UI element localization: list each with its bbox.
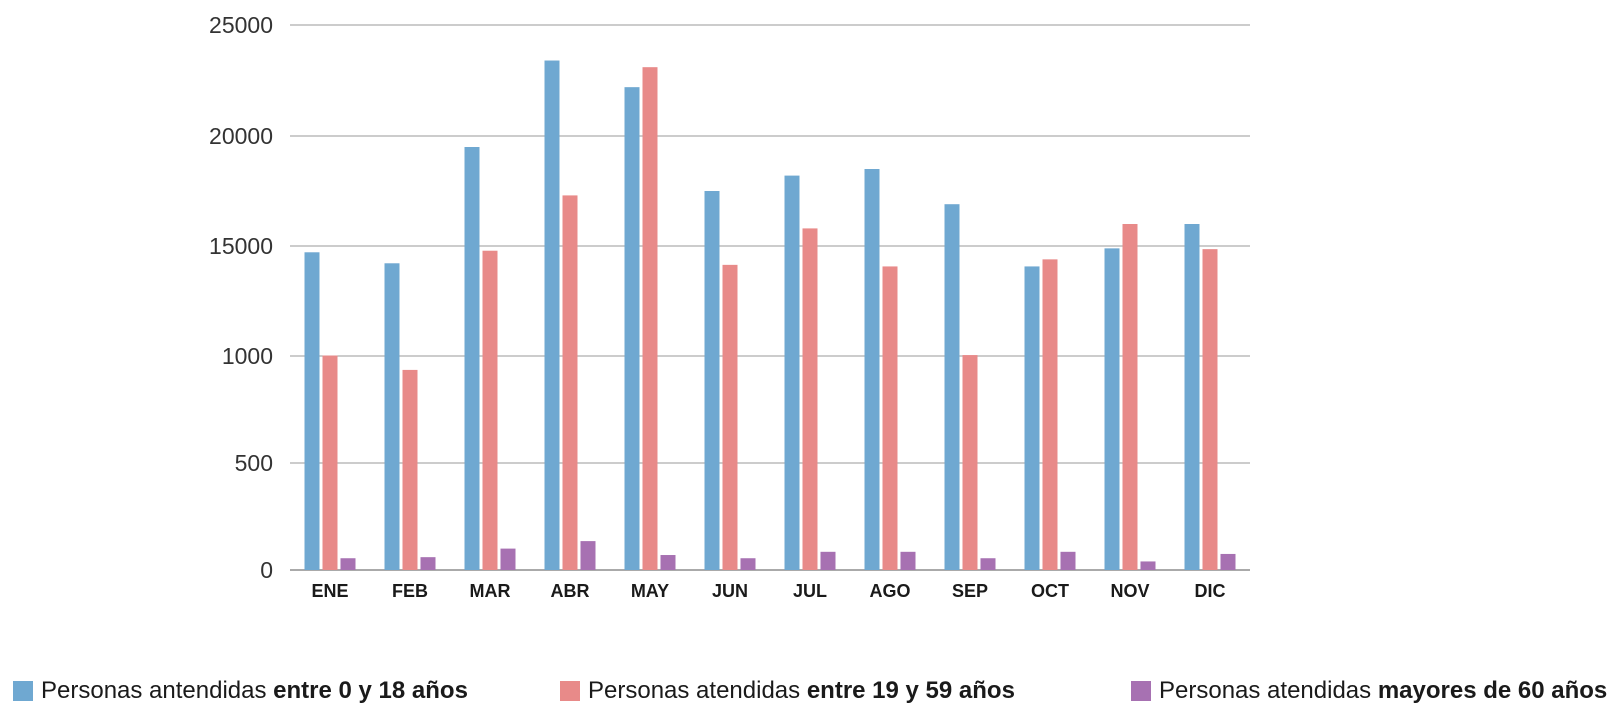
y-tick-label: 1000 xyxy=(222,343,273,369)
bar-may-series-3 xyxy=(660,555,676,570)
legend-item-0: Personas antendidas entre 0 y 18 años xyxy=(13,676,468,706)
bar-may-series-1 xyxy=(624,87,640,570)
bar-jul-series-2 xyxy=(802,228,818,570)
x-tick-label: SEP xyxy=(952,581,988,601)
bar-feb-series-2 xyxy=(402,369,418,570)
bar-may-series-2 xyxy=(642,67,658,571)
y-tick-label: 500 xyxy=(235,450,273,476)
bar-mar-series-2 xyxy=(482,250,498,570)
bar-ago-series-1 xyxy=(864,169,880,570)
bar-ago-series-2 xyxy=(882,266,898,570)
bar-sep-series-3 xyxy=(980,558,996,570)
bar-abr-series-1 xyxy=(544,60,560,571)
legend-item-1: Personas atendidas entre 19 y 59 años xyxy=(560,676,1015,706)
bar-ene-series-3 xyxy=(340,558,356,570)
bar-sep-series-2 xyxy=(962,355,978,570)
x-tick-label: JUL xyxy=(793,581,827,601)
y-axis-ticks: 0 500 1000 15000 20000 25000 xyxy=(209,12,273,583)
x-tick-label: ENE xyxy=(311,581,348,601)
bar-dic-series-1 xyxy=(1184,224,1200,570)
y-tick-label: 20000 xyxy=(209,123,273,149)
y-tick-label: 0 xyxy=(260,557,273,583)
bar-mar-series-1 xyxy=(464,147,480,570)
bar-dic-series-2 xyxy=(1202,249,1218,570)
bar-nov-series-1 xyxy=(1104,248,1120,570)
x-tick-label: OCT xyxy=(1031,581,1069,601)
bar-jul-series-3 xyxy=(820,551,836,570)
legend-item-2: Personas atendidas mayores de 60 años xyxy=(1131,676,1607,706)
bar-nov-series-2 xyxy=(1122,224,1138,570)
bars xyxy=(304,60,1236,571)
legend-swatch-1 xyxy=(560,681,580,701)
x-tick-label: FEB xyxy=(392,581,428,601)
bar-chart: 0 500 1000 15000 20000 25000 ENE FEB MAR ABR MAY J… xyxy=(209,12,1250,601)
gridlines xyxy=(290,24,1250,571)
legend-swatch-2 xyxy=(1131,681,1151,701)
bar-ago-series-3 xyxy=(900,551,916,570)
legend-label-2: Personas atendidas mayores de 60 años xyxy=(1159,677,1608,704)
bar-abr-series-2 xyxy=(562,195,578,570)
y-tick-label: 15000 xyxy=(209,233,273,259)
x-tick-label: MAR xyxy=(470,581,511,601)
x-tick-label: MAY xyxy=(631,581,669,601)
x-tick-label: ABR xyxy=(551,581,590,601)
bar-jun-series-2 xyxy=(722,264,738,570)
bar-ene-series-1 xyxy=(304,252,320,571)
bar-sep-series-1 xyxy=(944,204,960,570)
bar-ene-series-2 xyxy=(322,355,338,570)
x-tick-label: JUN xyxy=(712,581,748,601)
x-axis-labels: ENE FEB MAR ABR MAY JUN JUL AGO SEP OCT NOV DIC xyxy=(311,581,1225,601)
bar-abr-series-3 xyxy=(580,541,596,570)
bar-oct-series-1 xyxy=(1024,266,1040,570)
bar-feb-series-1 xyxy=(384,263,400,570)
bar-jul-series-1 xyxy=(784,175,800,570)
bar-nov-series-3 xyxy=(1140,561,1156,570)
legend-label-1: Personas atendidas entre 19 y 59 años xyxy=(588,677,1015,704)
bar-mar-series-3 xyxy=(500,548,516,570)
legend-label-0: Personas antendidas entre 0 y 18 años xyxy=(41,677,468,704)
bar-jun-series-1 xyxy=(704,191,720,570)
bar-oct-series-3 xyxy=(1060,551,1076,570)
bar-jun-series-3 xyxy=(740,558,756,570)
bar-feb-series-3 xyxy=(420,557,436,570)
bar-dic-series-3 xyxy=(1220,553,1236,570)
legend-swatch-0 xyxy=(13,681,33,701)
bar-oct-series-2 xyxy=(1042,259,1058,570)
x-tick-label: AGO xyxy=(869,581,910,601)
x-tick-label: NOV xyxy=(1110,581,1149,601)
x-tick-label: DIC xyxy=(1195,581,1226,601)
y-tick-label: 25000 xyxy=(209,12,273,38)
